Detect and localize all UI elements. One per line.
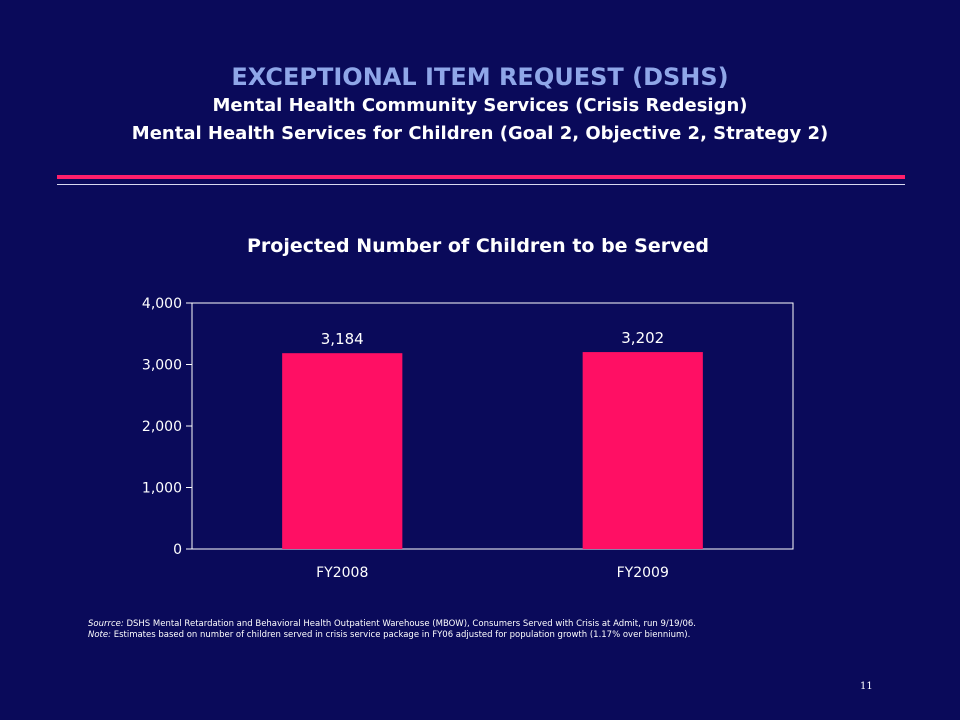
slide-subtitle-1: Mental Health Community Services (Crisis… xyxy=(212,95,748,116)
source-note: Sourrce: DSHS Mental Retardation and Beh… xyxy=(88,619,888,630)
bar xyxy=(582,352,703,549)
footnotes: Sourrce: DSHS Mental Retardation and Beh… xyxy=(88,619,888,641)
x-tick-label: FY2008 xyxy=(316,565,368,581)
chart-title: Projected Number of Children to be Serve… xyxy=(247,235,709,257)
bar-series xyxy=(282,352,703,549)
source-label: Sourrce: xyxy=(88,619,124,629)
source-text: DSHS Mental Retardation and Behavioral H… xyxy=(123,619,696,629)
y-axis: 0 1,000 2,000 3,000 4,000 xyxy=(142,296,192,558)
y-tick-label: 3,000 xyxy=(142,358,182,374)
slide-title: EXCEPTIONAL ITEM REQUEST (DSHS) xyxy=(231,63,729,91)
note-text: Estimates based on number of children se… xyxy=(111,630,691,640)
data-labels: 3,184 3,202 xyxy=(321,329,664,348)
slide-header: EXCEPTIONAL ITEM REQUEST (DSHS) Mental H… xyxy=(0,62,960,148)
y-tick-label: 2,000 xyxy=(142,419,182,435)
y-tick-label: 4,000 xyxy=(142,296,182,312)
x-axis: FY2008 FY2009 xyxy=(316,565,669,581)
estimate-note: Note: Estimates based on number of child… xyxy=(88,630,888,641)
y-tick-label: 0 xyxy=(173,542,182,558)
y-tick-label: 1,000 xyxy=(142,481,182,497)
page-number: 11 xyxy=(860,681,873,692)
note-label: Note: xyxy=(88,630,111,640)
title-divider-thick xyxy=(57,175,905,179)
bar-value-label: 3,184 xyxy=(321,330,364,348)
slide-subtitle-2: Mental Health Services for Children (Goa… xyxy=(131,123,829,144)
x-tick-label: FY2009 xyxy=(617,565,669,581)
title-divider-thin xyxy=(57,184,905,185)
bar-value-label: 3,202 xyxy=(621,329,664,347)
bar xyxy=(282,353,403,549)
